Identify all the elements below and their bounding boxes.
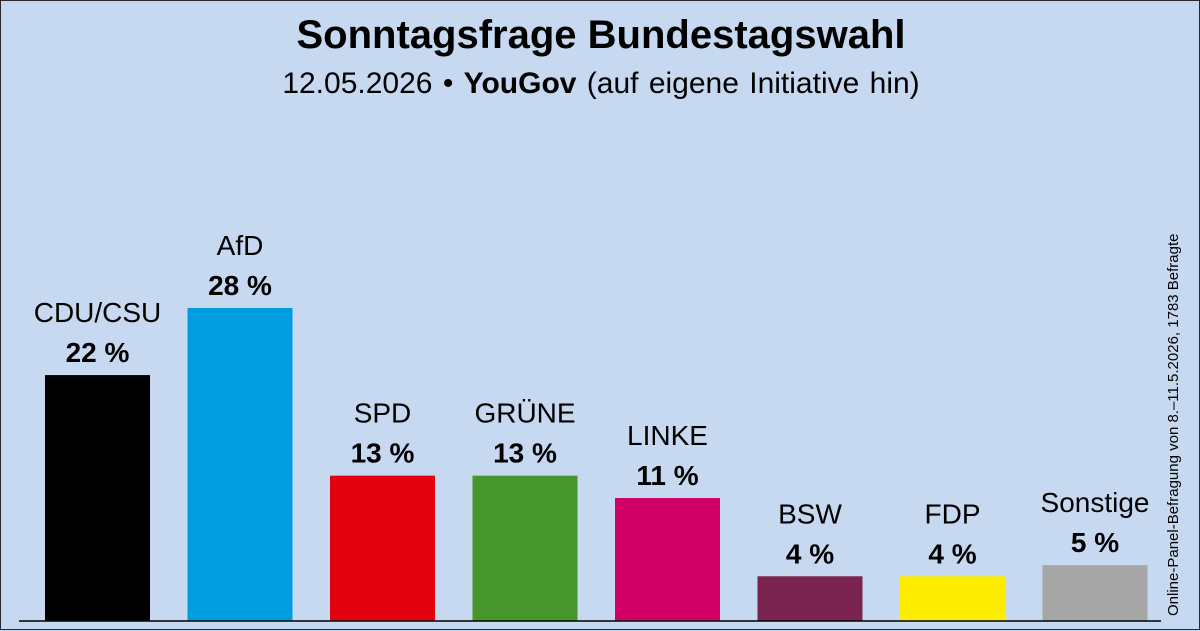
bar-value-label: 4 % [786, 538, 834, 569]
bar-category-label: Sonstige [1041, 487, 1150, 518]
bar-bsw [757, 576, 863, 621]
bar-value-label: 5 % [1071, 527, 1119, 558]
bar-value-label: 13 % [351, 438, 415, 469]
bar-category-label: BSW [778, 498, 842, 529]
bar-sonstige [1042, 565, 1148, 621]
bar-value-label: 11 % [636, 460, 698, 491]
poll-note: (auf eigene Initiative hin) [586, 67, 920, 100]
bar-value-label: 13 % [493, 438, 557, 469]
bar-value-label: 22 % [66, 337, 130, 368]
bar-category-label: CDU/CSU [34, 297, 162, 328]
bar-category-label: AfD [217, 230, 264, 261]
bar-category-label: LINKE [627, 420, 708, 451]
bar-category-label: GRÜNE [474, 398, 575, 429]
bar-cdu-csu [45, 375, 150, 621]
bar-linke [615, 498, 720, 621]
bar-afd [187, 308, 293, 621]
separator-bullet: • [442, 67, 454, 100]
chart-subtitle: 12.05.2026 • YouGov (auf eigene Initiati… [1, 67, 1200, 101]
bar-spd [330, 475, 435, 621]
bar-category-label: FDP [925, 498, 981, 529]
bar-value-label: 4 % [928, 538, 976, 569]
poll-date: 12.05.2026 [282, 67, 433, 100]
chart-title: Sonntagsfrage Bundestagswahl [296, 13, 906, 57]
bar-fdp [900, 576, 1005, 621]
bar-value-label: 28 % [208, 270, 272, 301]
bar-grüne [472, 475, 578, 621]
poll-source: YouGov [463, 67, 577, 100]
bar-category-label: SPD [354, 398, 412, 429]
methodology-note: Online-Panel-Befragung von 8.–11.5.2026,… [1165, 233, 1182, 617]
